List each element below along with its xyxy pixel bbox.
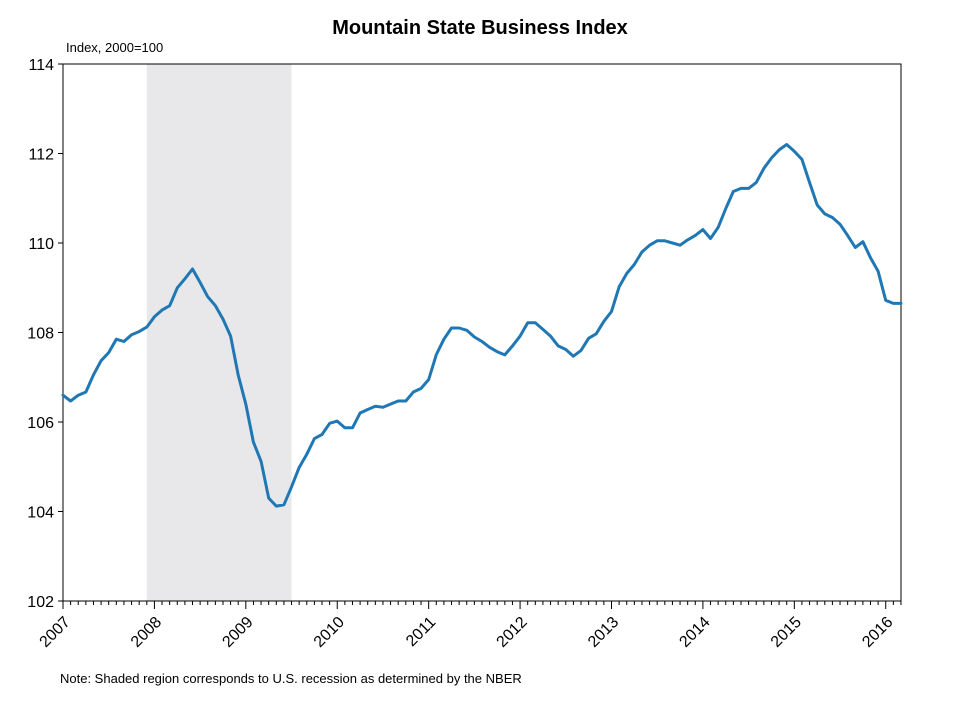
x-axis: 2007 2008 2009 2010 2011 2012 2013 2014 2015 2016 (37, 601, 902, 651)
x-tick-label: 2008 (128, 614, 165, 651)
recession-region (146, 64, 292, 601)
series-layer (61, 143, 903, 508)
y-tick-label: 108 (27, 326, 54, 343)
y-axis-label: Index, 2000=100 (66, 40, 163, 55)
x-tick-label: 2009 (219, 614, 256, 651)
y-tick-label: 106 (27, 415, 54, 432)
chart-note: Note: Shaded region corresponds to U.S. … (60, 671, 522, 686)
x-tick-label: 2011 (403, 614, 439, 650)
x-tick-label: 2010 (311, 614, 348, 651)
x-tick-label: 2016 (859, 614, 896, 651)
recession-region-layer (146, 64, 292, 601)
x-tick-label: 2014 (676, 614, 713, 651)
x-tick-label: 2012 (494, 614, 531, 651)
x-tick-label: 2015 (768, 614, 805, 651)
x-tick-label: 2013 (585, 614, 622, 651)
x-tick-label: 2007 (37, 614, 74, 651)
y-tick-label: 110 (28, 236, 54, 253)
y-tick-label: 102 (27, 594, 54, 611)
y-tick-label: 114 (28, 57, 54, 74)
chart-title: Mountain State Business Index (332, 17, 628, 39)
y-axis: 102 104 106 108 110 112 114 (27, 57, 63, 611)
y-tick-label: 104 (27, 505, 54, 522)
series-line-0 (61, 143, 903, 508)
y-tick-label: 112 (28, 147, 54, 164)
